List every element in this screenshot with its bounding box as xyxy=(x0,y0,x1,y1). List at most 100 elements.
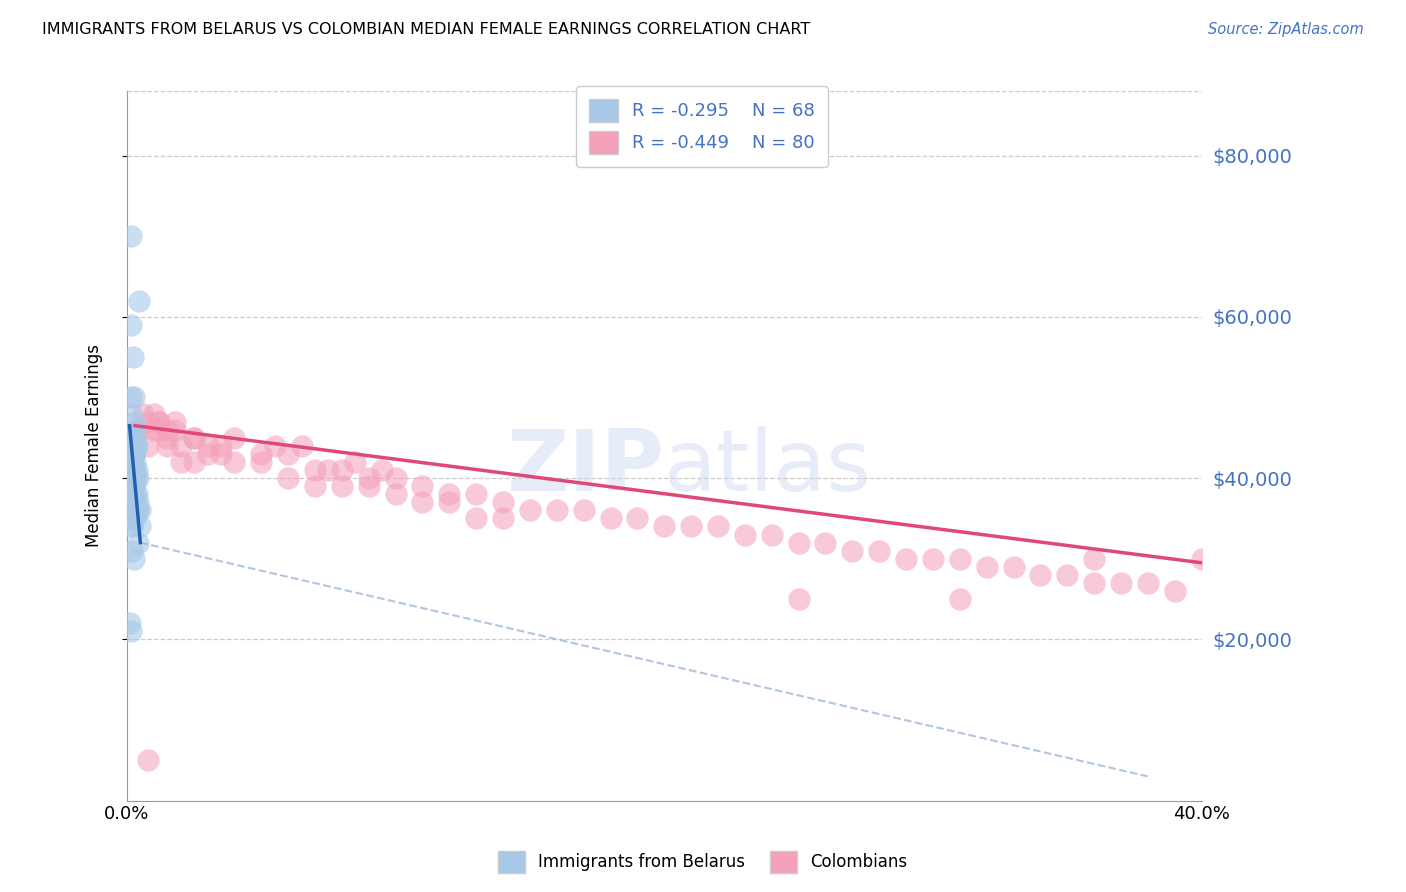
Point xyxy=(734,527,756,541)
Point xyxy=(121,511,143,525)
Point xyxy=(121,439,143,453)
Point xyxy=(124,431,146,445)
Point xyxy=(122,463,145,477)
Point xyxy=(868,543,890,558)
Point xyxy=(357,479,380,493)
Point xyxy=(124,415,146,429)
Point xyxy=(492,495,515,509)
Point xyxy=(127,439,149,453)
Point xyxy=(142,407,165,421)
Text: ZIP: ZIP xyxy=(506,425,664,508)
Point xyxy=(1136,575,1159,590)
Point xyxy=(439,487,461,501)
Point xyxy=(121,439,143,453)
Point xyxy=(121,431,143,445)
Point xyxy=(599,511,621,525)
Point xyxy=(120,455,142,469)
Point xyxy=(949,592,972,607)
Point xyxy=(304,479,326,493)
Point xyxy=(224,431,246,445)
Point xyxy=(125,471,148,485)
Point xyxy=(121,439,143,453)
Point xyxy=(121,431,143,445)
Point xyxy=(814,535,837,549)
Point xyxy=(330,479,353,493)
Text: atlas: atlas xyxy=(664,425,872,508)
Point xyxy=(183,431,205,445)
Point xyxy=(169,455,191,469)
Point xyxy=(138,439,160,453)
Point xyxy=(1109,575,1132,590)
Point xyxy=(121,471,143,485)
Text: IMMIGRANTS FROM BELARUS VS COLOMBIAN MEDIAN FEMALE EARNINGS CORRELATION CHART: IMMIGRANTS FROM BELARUS VS COLOMBIAN MED… xyxy=(42,22,810,37)
Legend: R = -0.295    N = 68, R = -0.449    N = 80: R = -0.295 N = 68, R = -0.449 N = 80 xyxy=(576,86,828,167)
Point xyxy=(120,229,142,244)
Point xyxy=(127,423,149,437)
Point xyxy=(121,439,143,453)
Point xyxy=(124,479,146,493)
Point xyxy=(156,439,179,453)
Point xyxy=(121,350,143,364)
Point xyxy=(121,519,143,533)
Point xyxy=(344,455,367,469)
Y-axis label: Median Female Earnings: Median Female Earnings xyxy=(86,344,103,548)
Point xyxy=(841,543,863,558)
Point xyxy=(122,551,145,566)
Point xyxy=(148,423,170,437)
Point xyxy=(128,503,150,517)
Point xyxy=(1083,575,1105,590)
Point xyxy=(127,503,149,517)
Point xyxy=(120,318,142,332)
Point xyxy=(124,455,146,469)
Point xyxy=(120,455,142,469)
Point xyxy=(330,463,353,477)
Point xyxy=(318,463,340,477)
Point xyxy=(124,487,146,501)
Point xyxy=(165,423,187,437)
Point xyxy=(120,463,142,477)
Point xyxy=(156,423,179,437)
Point xyxy=(124,511,146,525)
Point xyxy=(122,447,145,461)
Point xyxy=(121,487,143,501)
Point xyxy=(465,487,488,501)
Point xyxy=(761,527,783,541)
Point xyxy=(127,503,149,517)
Point xyxy=(121,495,143,509)
Point xyxy=(138,753,160,767)
Point xyxy=(122,495,145,509)
Point xyxy=(127,535,149,549)
Point xyxy=(124,447,146,461)
Point xyxy=(1083,551,1105,566)
Point xyxy=(121,447,143,461)
Point xyxy=(122,463,145,477)
Point xyxy=(626,511,648,525)
Point xyxy=(127,471,149,485)
Point xyxy=(121,455,143,469)
Point xyxy=(121,519,143,533)
Point xyxy=(124,439,146,453)
Point xyxy=(492,511,515,525)
Point xyxy=(1056,567,1078,582)
Point xyxy=(411,495,433,509)
Point xyxy=(787,535,810,549)
Point xyxy=(976,559,998,574)
Point xyxy=(121,447,143,461)
Point xyxy=(1164,584,1187,599)
Point xyxy=(546,503,568,517)
Point xyxy=(121,543,143,558)
Point xyxy=(183,431,205,445)
Point xyxy=(411,479,433,493)
Point xyxy=(148,415,170,429)
Point xyxy=(121,487,143,501)
Point xyxy=(209,439,232,453)
Point xyxy=(132,407,155,421)
Point xyxy=(894,551,917,566)
Point xyxy=(949,551,972,566)
Point xyxy=(681,519,703,533)
Point xyxy=(128,519,150,533)
Point xyxy=(707,519,730,533)
Point xyxy=(519,503,541,517)
Point xyxy=(124,447,146,461)
Point xyxy=(277,447,299,461)
